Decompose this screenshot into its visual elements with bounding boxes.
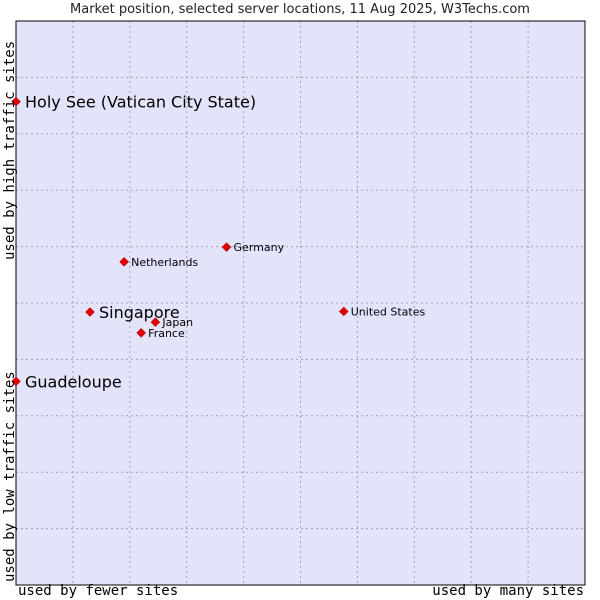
- data-point-label: Japan: [161, 316, 193, 329]
- data-point-marker: [11, 376, 21, 387]
- data-point-label: Germany: [234, 241, 285, 254]
- data-point-marker: [119, 256, 129, 267]
- y-axis-label-bottom: used by low traffic sites: [2, 371, 18, 582]
- data-point-label: Holy See (Vatican City State): [25, 93, 256, 112]
- y-axis-label-top: used by high traffic sites: [2, 40, 18, 260]
- data-point-label: United States: [351, 305, 426, 318]
- data-point-marker: [85, 307, 95, 317]
- data-point-marker: [11, 96, 21, 107]
- data-point-marker: [150, 317, 161, 328]
- data-point-label: Netherlands: [131, 256, 198, 269]
- data-point-label: France: [148, 327, 185, 340]
- chart-title: Market position, selected server locatio…: [70, 2, 530, 17]
- data-point-marker: [221, 242, 232, 253]
- x-axis-label-left: used by fewer sites: [18, 583, 179, 599]
- data-point-marker: [136, 328, 147, 338]
- plot-border: [15, 20, 586, 586]
- data-point-label: Guadeloupe: [25, 372, 122, 391]
- x-axis-label-right: used by many sites: [432, 583, 584, 599]
- data-point-label: Singapore: [99, 303, 180, 322]
- data-point-marker: [338, 306, 349, 317]
